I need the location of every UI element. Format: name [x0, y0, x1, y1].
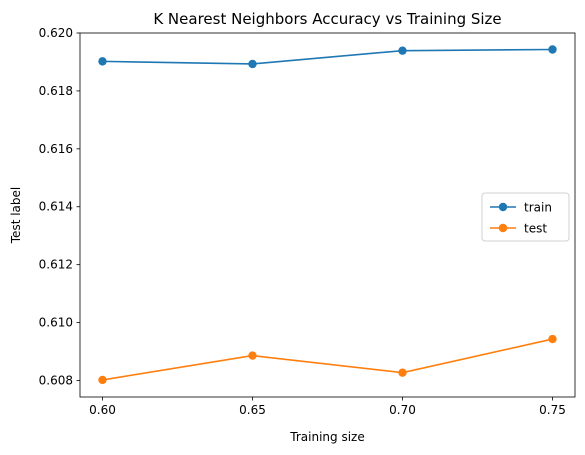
test-point: [548, 334, 557, 344]
legend-train-marker: [498, 202, 508, 212]
x-tick-label: 0.60: [89, 403, 116, 417]
y-tick-label: 0.608: [39, 373, 73, 387]
test-point: [248, 351, 257, 360]
test-line: [102, 338, 553, 381]
train-point: [548, 45, 557, 54]
y-axis-label: Test label: [9, 187, 23, 244]
train-line: [102, 48, 553, 65]
y-tick-label: 0.620: [39, 26, 73, 40]
series-layer: [98, 45, 557, 385]
y-tick-label: 0.618: [39, 84, 73, 98]
train-point: [398, 46, 407, 55]
y-tick-label: 0.614: [39, 200, 73, 214]
legend-train-label: train: [524, 201, 552, 215]
x-axis-ticks: 0.60 0.65 0.70 0.75: [89, 397, 566, 417]
legend: train test: [481, 192, 570, 242]
test-point: [98, 375, 107, 385]
chart-title: K Nearest Neighbors Accuracy vs Training…: [153, 10, 501, 28]
y-tick-label: 0.610: [39, 316, 73, 330]
train-point: [248, 59, 257, 69]
y-axis-ticks: 0.608 0.610 0.612 0.614 0.616 0.618 0.620: [39, 26, 80, 387]
legend-test-label: test: [524, 222, 547, 236]
y-tick-label: 0.612: [39, 258, 73, 272]
x-axis-label: Training size: [289, 430, 364, 444]
legend-test-marker: [498, 223, 508, 233]
y-tick-label: 0.616: [39, 142, 73, 156]
x-tick-label: 0.75: [539, 403, 566, 417]
test-point: [398, 368, 407, 377]
x-tick-label: 0.65: [239, 403, 266, 417]
x-tick-label: 0.70: [389, 403, 416, 417]
train-point: [98, 57, 107, 66]
